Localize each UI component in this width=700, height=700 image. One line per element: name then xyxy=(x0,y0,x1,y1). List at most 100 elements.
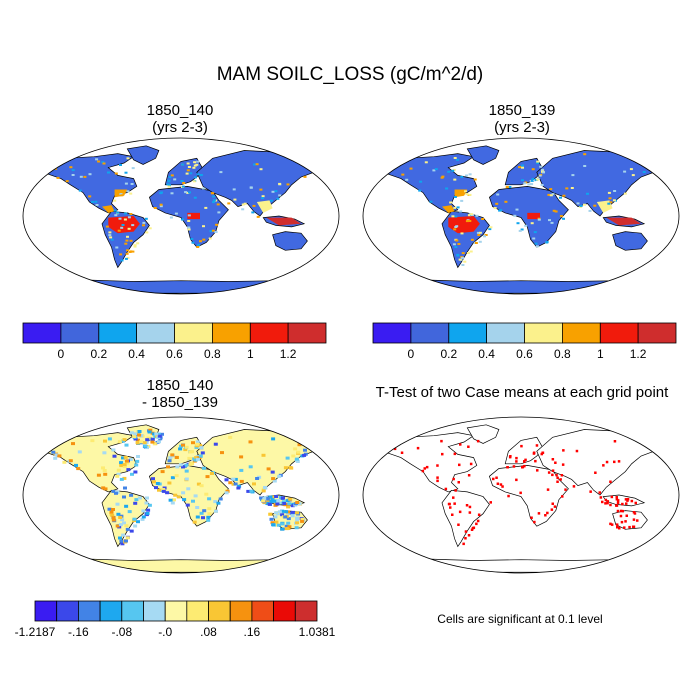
significant-cell xyxy=(624,498,628,501)
significant-cell xyxy=(619,514,623,518)
significant-cell xyxy=(546,488,550,491)
significant-cell xyxy=(458,510,462,514)
grid-cell xyxy=(125,527,130,531)
grid-cell xyxy=(252,482,256,486)
grid-cell xyxy=(211,229,215,232)
grid-cell xyxy=(129,529,134,533)
significant-cell xyxy=(495,476,498,479)
significant-cell xyxy=(499,483,503,486)
grid-cell xyxy=(548,219,551,222)
grid-cell xyxy=(127,216,131,219)
grid-cell xyxy=(286,505,291,509)
grid-cell xyxy=(178,447,183,451)
grid-cell xyxy=(126,157,130,160)
colorbar-label: 0 xyxy=(408,347,415,361)
grid-cell xyxy=(269,517,274,521)
grid-cell xyxy=(239,455,244,459)
colorbar-label: 1.0381 xyxy=(299,625,336,639)
grid-cell xyxy=(187,456,192,460)
grid-cell xyxy=(613,190,617,192)
grid-cell xyxy=(504,200,508,203)
grid-cell xyxy=(111,516,116,520)
grid-cell xyxy=(295,460,300,463)
colorbar-swatch xyxy=(60,322,100,344)
grid-cell xyxy=(160,432,164,436)
grid-cell xyxy=(119,253,123,256)
grid-cell xyxy=(261,499,266,503)
significant-cell xyxy=(451,513,454,516)
grid-cell xyxy=(290,504,295,508)
grid-cell xyxy=(56,176,60,179)
grid-cell xyxy=(457,192,461,195)
grid-cell xyxy=(432,169,436,172)
grid-cell xyxy=(199,174,203,176)
grid-cell xyxy=(111,508,115,511)
grid-cell xyxy=(127,227,131,230)
grid-cell xyxy=(297,443,302,447)
grid-cell xyxy=(94,200,98,203)
significant-cell xyxy=(530,516,533,519)
grid-cell xyxy=(90,439,95,443)
colorbar-swatch xyxy=(56,600,79,622)
grid-cell xyxy=(121,533,126,537)
significant-cell xyxy=(615,496,618,499)
grid-cell xyxy=(217,211,221,214)
grid-cell xyxy=(174,474,179,478)
grid-cell xyxy=(474,242,478,244)
grid-cell xyxy=(122,476,127,480)
grid-cell xyxy=(521,166,524,169)
grid-cell xyxy=(123,218,127,221)
grid-cell xyxy=(295,511,300,515)
grid-cell xyxy=(51,450,56,454)
colorbar-label: 0.8 xyxy=(204,347,221,361)
grid-cell xyxy=(123,486,127,490)
grid-cell xyxy=(71,174,75,176)
grid-cell xyxy=(456,206,460,209)
significant-cell xyxy=(551,502,554,505)
grid-cell xyxy=(609,201,613,204)
grid-cell xyxy=(531,178,535,181)
grid-cell xyxy=(281,500,286,504)
significant-cell xyxy=(553,505,557,508)
grid-cell xyxy=(286,521,291,525)
grid-cell xyxy=(513,214,517,217)
grid-cell xyxy=(241,203,245,206)
grid-cell xyxy=(236,486,241,490)
grid-cell xyxy=(313,446,317,450)
grid-cell xyxy=(489,226,493,229)
significant-cell xyxy=(633,512,637,515)
grid-cell xyxy=(390,166,394,169)
colorbar-label: 0.2 xyxy=(440,347,457,361)
colorbar-label: 0.2 xyxy=(90,347,107,361)
grid-cell xyxy=(193,176,197,179)
significant-cell xyxy=(496,482,500,485)
grid-cell xyxy=(470,213,474,216)
grid-cell xyxy=(215,223,219,226)
colorbar-swatch xyxy=(211,322,251,344)
significant-cell xyxy=(604,502,607,505)
grid-cell xyxy=(145,512,150,515)
colorbar-swatch xyxy=(174,322,213,344)
grid-cell xyxy=(136,455,140,458)
grid-cell xyxy=(456,158,459,161)
grid-cell xyxy=(101,161,105,164)
grid-cell xyxy=(274,495,279,498)
grid-cell xyxy=(550,221,554,224)
significant-cell xyxy=(615,504,618,507)
grid-cell xyxy=(521,164,524,167)
significant-cell xyxy=(452,477,455,481)
grid-cell xyxy=(173,493,178,497)
grid-cell xyxy=(278,194,282,197)
grid-cell xyxy=(181,185,185,188)
grid-cell xyxy=(612,199,616,202)
grid-cell xyxy=(275,502,280,506)
significant-cell xyxy=(416,446,420,450)
map-border xyxy=(362,416,680,574)
grid-cell xyxy=(157,434,162,438)
grid-cell xyxy=(280,513,285,517)
grid-cell xyxy=(253,163,257,166)
significant-cell xyxy=(436,476,439,479)
significant-cell xyxy=(457,523,460,526)
grid-cell xyxy=(209,230,213,233)
significant-cell xyxy=(559,478,562,481)
